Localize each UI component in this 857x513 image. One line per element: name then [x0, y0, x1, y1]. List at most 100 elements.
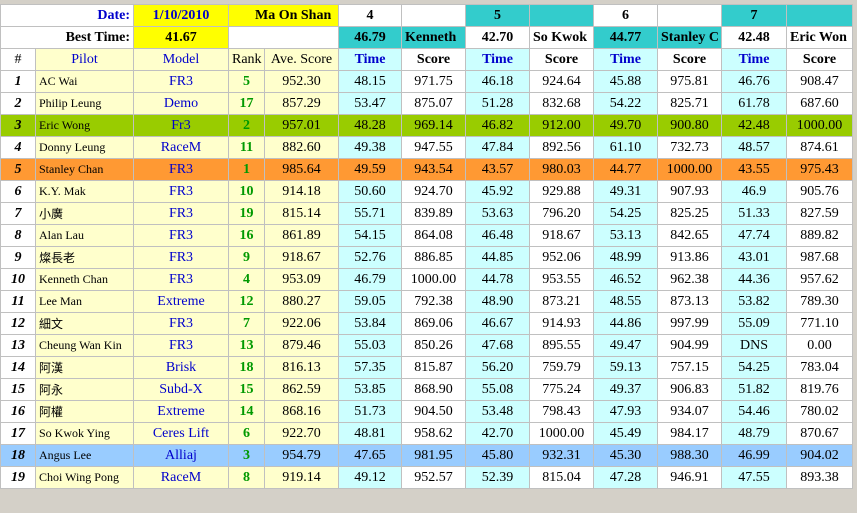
rank: 18 — [228, 356, 265, 379]
score: 757.15 — [657, 356, 722, 379]
average-score: 880.27 — [264, 290, 339, 313]
time: 48.90 — [465, 290, 530, 313]
score: 997.99 — [657, 312, 722, 335]
pilot: Cheung Wan Kin — [35, 334, 134, 357]
column-header: Pilot — [35, 48, 134, 71]
model: Extreme — [133, 290, 229, 313]
date-row: Date: 1/10/2010 Ma On Shan 4 5 6 7 — [0, 4, 853, 27]
model: Alliaj — [133, 444, 229, 467]
score: 825.71 — [657, 92, 722, 115]
rank: 6 — [228, 422, 265, 445]
column-header: Score — [657, 48, 722, 71]
model: Demo — [133, 92, 229, 115]
score: 1000.00 — [657, 158, 722, 181]
average-score: 861.89 — [264, 224, 339, 247]
model: FR3 — [133, 180, 229, 203]
row-number: 16 — [0, 400, 36, 423]
column-header: Score — [529, 48, 594, 71]
pilot-row: 15 阿永 Subd-X 15 862.59 53.85 868.90 55.08 775.24… — [0, 378, 853, 401]
score: 815.87 — [401, 356, 466, 379]
time: 53.48 — [465, 400, 530, 423]
time: 46.48 — [465, 224, 530, 247]
pilot-row: 12 細文 FR3 7 922.06 53.84 869.06 46.67 914.93 44.8… — [0, 312, 853, 335]
score: 875.07 — [401, 92, 466, 115]
cell — [657, 4, 722, 27]
score: 850.26 — [401, 334, 466, 357]
column-header: Score — [401, 48, 466, 71]
score: 905.76 — [786, 180, 853, 203]
time: 52.39 — [465, 466, 530, 489]
time: 54.22 — [593, 92, 658, 115]
time: 55.08 — [465, 378, 530, 401]
pilot: Philip Leung — [35, 92, 134, 115]
score: 913.86 — [657, 246, 722, 269]
round-best-pilot: Stanley C — [657, 26, 722, 49]
average-score: 882.60 — [264, 136, 339, 159]
rank: 8 — [228, 466, 265, 489]
pilot-row: 7 小廣 FR3 19 815.14 55.71 839.89 53.63 796.20 54.2… — [0, 202, 853, 225]
score: 819.76 — [786, 378, 853, 401]
row-number: 11 — [0, 290, 36, 313]
pilot-row: 18 Angus Lee Alliaj 3 954.79 47.65 981.95 45.80… — [0, 444, 853, 467]
score: 1000.00 — [529, 422, 594, 445]
round-best-pilot: So Kwok — [529, 26, 594, 49]
time: 51.33 — [721, 202, 787, 225]
pilot-row: 14 阿漢 Brisk 18 816.13 57.35 815.87 56.20 759.79 5… — [0, 356, 853, 379]
time: 53.13 — [593, 224, 658, 247]
score: 893.38 — [786, 466, 853, 489]
pilot-row: 6 K.Y. Mak FR3 10 914.18 50.60 924.70 45.92 929.… — [0, 180, 853, 203]
pilot-row: 17 So Kwok Ying Ceres Lift 6 922.70 48.81 958.… — [0, 422, 853, 445]
venue: Ma On Shan — [228, 4, 339, 27]
average-score: 922.06 — [264, 312, 339, 335]
pilot-row: 4 Donny Leung RaceM 11 882.60 49.38 947.55 47.8… — [0, 136, 853, 159]
column-header-row: # Pilot Model Rank Ave. Score Time Score Time Sc… — [0, 48, 853, 71]
pilot-row: 19 Choi Wing Pong RaceM 8 919.14 49.12 952.57 5… — [0, 466, 853, 489]
time: 49.70 — [593, 114, 658, 137]
row-number: 12 — [0, 312, 36, 335]
score: 943.54 — [401, 158, 466, 181]
best-time-label: Best Time: — [0, 26, 134, 49]
date-label: Date: — [0, 4, 134, 27]
time: 46.76 — [721, 70, 787, 93]
time: 45.88 — [593, 70, 658, 93]
time: 44.77 — [593, 158, 658, 181]
row-number: 1 — [0, 70, 36, 93]
rank: 12 — [228, 290, 265, 313]
best-time: 41.67 — [133, 26, 229, 49]
round-best-pilot: Eric Won — [786, 26, 853, 49]
time: 49.47 — [593, 334, 658, 357]
pilot: Lee Man — [35, 290, 134, 313]
score: 952.57 — [401, 466, 466, 489]
column-header: Time — [465, 48, 530, 71]
time: 54.15 — [338, 224, 402, 247]
time: 61.78 — [721, 92, 787, 115]
score: 869.06 — [401, 312, 466, 335]
row-number: 7 — [0, 202, 36, 225]
row-number: 8 — [0, 224, 36, 247]
score: 962.38 — [657, 268, 722, 291]
model: FR3 — [133, 70, 229, 93]
date: 1/10/2010 — [133, 4, 229, 27]
round-best-time: 42.70 — [465, 26, 530, 49]
time: 46.67 — [465, 312, 530, 335]
average-score: 918.67 — [264, 246, 339, 269]
model: Extreme — [133, 400, 229, 423]
column-header: Time — [721, 48, 787, 71]
score: 873.13 — [657, 290, 722, 313]
time: 44.36 — [721, 268, 787, 291]
model: FR3 — [133, 158, 229, 181]
time: 46.18 — [465, 70, 530, 93]
rank: 9 — [228, 246, 265, 269]
score: 946.91 — [657, 466, 722, 489]
cell — [228, 26, 339, 49]
time: 53.63 — [465, 202, 530, 225]
score: 929.88 — [529, 180, 594, 203]
column-header: Score — [786, 48, 853, 71]
column-header: # — [0, 48, 36, 71]
pilot-row: 5 Stanley Chan FR3 1 985.64 49.59 943.54 43.57 9… — [0, 158, 853, 181]
time: 43.57 — [465, 158, 530, 181]
score: 827.59 — [786, 202, 853, 225]
average-score: 815.14 — [264, 202, 339, 225]
column-header: Time — [593, 48, 658, 71]
model: Brisk — [133, 356, 229, 379]
